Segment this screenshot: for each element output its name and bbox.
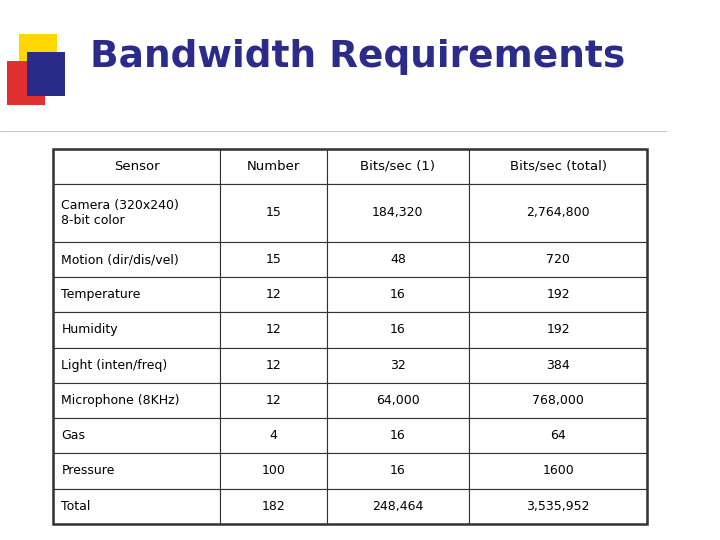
- Text: 3,535,952: 3,535,952: [526, 500, 590, 512]
- Bar: [327, 489, 469, 524]
- Text: 12: 12: [265, 288, 281, 301]
- Bar: [220, 489, 327, 524]
- Bar: [469, 277, 647, 312]
- Text: 15: 15: [265, 253, 281, 266]
- Text: Motion (dir/dis/vel): Motion (dir/dis/vel): [61, 253, 179, 266]
- Text: 184,320: 184,320: [372, 206, 423, 219]
- Bar: [469, 383, 647, 418]
- Text: Pressure: Pressure: [61, 464, 114, 477]
- Text: Bandwidth Requirements: Bandwidth Requirements: [90, 39, 626, 75]
- Text: 12: 12: [265, 323, 281, 336]
- Text: 64,000: 64,000: [376, 394, 420, 407]
- Text: 4: 4: [269, 429, 277, 442]
- Bar: [53, 148, 220, 184]
- Text: Gas: Gas: [61, 429, 86, 442]
- Bar: [53, 489, 220, 524]
- Text: 15: 15: [265, 206, 281, 219]
- Bar: [469, 184, 647, 242]
- Text: 720: 720: [546, 253, 570, 266]
- Bar: [220, 277, 327, 312]
- Text: Number: Number: [246, 160, 300, 173]
- Bar: [220, 418, 327, 453]
- Bar: [327, 148, 469, 184]
- Text: Camera (320x240)
8-bit color: Camera (320x240) 8-bit color: [61, 199, 179, 227]
- Bar: [327, 277, 469, 312]
- Bar: [469, 242, 647, 277]
- Text: Bits/sec (total): Bits/sec (total): [510, 160, 607, 173]
- Bar: [327, 453, 469, 489]
- Text: 16: 16: [390, 288, 406, 301]
- Bar: [469, 148, 647, 184]
- Text: 100: 100: [261, 464, 285, 477]
- Bar: [469, 489, 647, 524]
- Bar: [327, 242, 469, 277]
- Bar: [53, 242, 220, 277]
- Bar: [327, 418, 469, 453]
- Bar: [220, 383, 327, 418]
- Text: 192: 192: [546, 288, 570, 301]
- Text: Light (inten/freq): Light (inten/freq): [61, 359, 168, 372]
- Bar: [469, 453, 647, 489]
- Bar: [53, 277, 220, 312]
- Bar: [327, 348, 469, 383]
- Bar: [469, 418, 647, 453]
- Text: Total: Total: [61, 500, 91, 512]
- Text: 2,764,800: 2,764,800: [526, 206, 590, 219]
- Bar: [469, 312, 647, 348]
- Text: 32: 32: [390, 359, 406, 372]
- Text: 768,000: 768,000: [532, 394, 584, 407]
- Text: Sensor: Sensor: [114, 160, 159, 173]
- Text: 192: 192: [546, 323, 570, 336]
- Bar: [53, 453, 220, 489]
- Text: 384: 384: [546, 359, 570, 372]
- Bar: [327, 312, 469, 348]
- Text: 12: 12: [265, 394, 281, 407]
- Text: 16: 16: [390, 323, 406, 336]
- Bar: [220, 312, 327, 348]
- Text: 64: 64: [550, 429, 566, 442]
- Text: 12: 12: [265, 359, 281, 372]
- Bar: [327, 383, 469, 418]
- Bar: [220, 148, 327, 184]
- Text: Microphone (8KHz): Microphone (8KHz): [61, 394, 180, 407]
- Bar: [53, 418, 220, 453]
- Bar: [53, 184, 220, 242]
- Text: 1600: 1600: [542, 464, 574, 477]
- Bar: [220, 184, 327, 242]
- Bar: [220, 348, 327, 383]
- Text: 248,464: 248,464: [372, 500, 423, 512]
- Text: 16: 16: [390, 429, 406, 442]
- Text: 48: 48: [390, 253, 406, 266]
- Bar: [53, 348, 220, 383]
- Bar: [53, 312, 220, 348]
- Bar: [220, 242, 327, 277]
- Text: Humidity: Humidity: [61, 323, 118, 336]
- Bar: [53, 148, 647, 524]
- Bar: [220, 453, 327, 489]
- Bar: [469, 348, 647, 383]
- Text: Temperature: Temperature: [61, 288, 141, 301]
- Text: 16: 16: [390, 464, 406, 477]
- Text: 182: 182: [261, 500, 285, 512]
- Bar: [53, 383, 220, 418]
- Text: Bits/sec (1): Bits/sec (1): [361, 160, 436, 173]
- Bar: [327, 184, 469, 242]
